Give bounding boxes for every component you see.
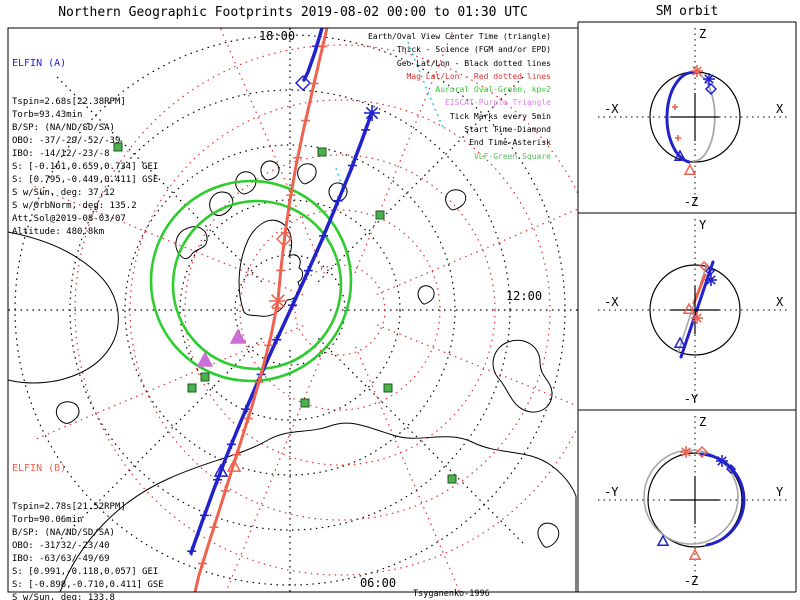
elfin-b-lines: Tspin=2.78s[21.52RPM] Torb=90.06min B/SP: … <box>12 501 164 600</box>
svg-text:Z: Z <box>699 27 706 41</box>
elfin-a-lines: Tspin=2.68s[22.38RPM] Torb=93.43min B/SP: … <box>12 96 158 239</box>
legend-line: End Time-Asterisk <box>469 138 551 148</box>
elfin-b-info-line: B/SP: (NA/ND/SD/SA) <box>12 528 115 538</box>
legend-line: Auroral Oval-Green, kp=2 <box>435 85 551 95</box>
main-title: Northern Geographic Footprints 2019-08-0… <box>58 5 528 20</box>
elfin-b-info-line: S: [0.991,-0.118,0.057] GEI <box>12 567 159 577</box>
elfin-a-info-line: S w/OrbNorm, deg: 135.2 <box>12 201 137 211</box>
legend-line: Mag Lat/Lon - Red dotted lines <box>406 71 552 81</box>
elfin-a-info-line: OBO: -37/-29/-52/-39 <box>12 136 121 146</box>
elfin-a-info-line: Altitude: 480.8km <box>12 227 105 237</box>
svg-text:X: X <box>776 295 784 309</box>
svg-text:06:00: 06:00 <box>360 576 396 590</box>
svg-text:18:00: 18:00 <box>259 29 295 43</box>
elfin-a-info-line: Tspin=2.68s[22.38RPM] <box>12 97 126 107</box>
elfin-a-info-line: S: [0.795,-0.449,0.411] GSE <box>12 175 159 185</box>
legend-line: Tick Marks every 5min <box>449 111 551 121</box>
legend-line: VLF-Green Square <box>473 151 551 161</box>
elfin-b-info: ELFIN (B) Tspin=2.78s[21.52RPM] Torb=90.0… <box>12 436 164 600</box>
elfin-a-info-line: IBO: -14/12/-23/-8 <box>12 149 110 159</box>
legend-line: EISCAT-Purple Triangle <box>445 98 551 108</box>
map-legend: Earth/Oval View Center Time (triangle) Th… <box>368 30 551 163</box>
legend-line: Geo Lat/Lon - Black dotted lines <box>396 58 551 68</box>
elfin-a-info-line: Att.Sol@2019-08-03/07 <box>12 214 126 224</box>
svg-text:-Y: -Y <box>684 392 699 406</box>
elfin-b-info-line: Torb=90.06min <box>12 515 83 525</box>
elfin-b-info-line: S: [-0.898,-0.710,0.411] GSE <box>12 580 164 590</box>
elfin-b-info-line: Tspin=2.78s[21.52RPM] <box>12 502 126 512</box>
model-label: Tsyganenko-1996 <box>413 589 490 599</box>
elfin-b-info-line: OBO: -31/32/-23/40 <box>12 541 110 551</box>
svg-text:-Y: -Y <box>604 485 619 499</box>
elfin-b-label: ELFIN (B) <box>12 463 67 474</box>
elfin-a-info-line: B/SP: (NA/ND/SD/SA) <box>12 123 115 133</box>
elfin-a-info-line: Torb=93.43min <box>12 110 83 120</box>
svg-text:-Z: -Z <box>684 574 698 588</box>
svg-text:Y: Y <box>699 218 707 232</box>
legend-line: Thick - Science (FGM and/or EPD) <box>396 45 551 55</box>
svg-text:-Z: -Z <box>684 195 698 209</box>
elfin-a-info-line: S w/Sun, deg: 37.12 <box>12 188 115 198</box>
svg-text:12:00: 12:00 <box>506 289 542 303</box>
elfin-a-info-line: S: [-0.161,0.659,0.734] GEI <box>12 162 159 172</box>
svg-text:Y: Y <box>776 485 784 499</box>
svg-text:-X: -X <box>604 295 619 309</box>
svg-text:X: X <box>776 102 784 116</box>
svg-text:Z: Z <box>699 415 706 429</box>
legend-line: Start Time-Diamond <box>464 125 551 135</box>
elfin-a-info: ELFIN (A) Tspin=2.68s[22.38RPM] Torb=93.4… <box>12 31 158 265</box>
sm-orbit-title: SM orbit <box>655 4 719 19</box>
elfin-a-label: ELFIN (A) <box>12 58 67 69</box>
elfin-b-info-line: IBO: -63/63/-49/69 <box>12 554 110 564</box>
svg-text:-X: -X <box>604 102 619 116</box>
legend-line: Earth/Oval View Center Time (triangle) <box>367 32 551 41</box>
elfin-b-info-line: S w/Sun, deg: 133.8 <box>12 593 115 600</box>
footer-block: Tsyganenko-1996 Created: Wed Jan 25 11:5… <box>413 561 582 600</box>
